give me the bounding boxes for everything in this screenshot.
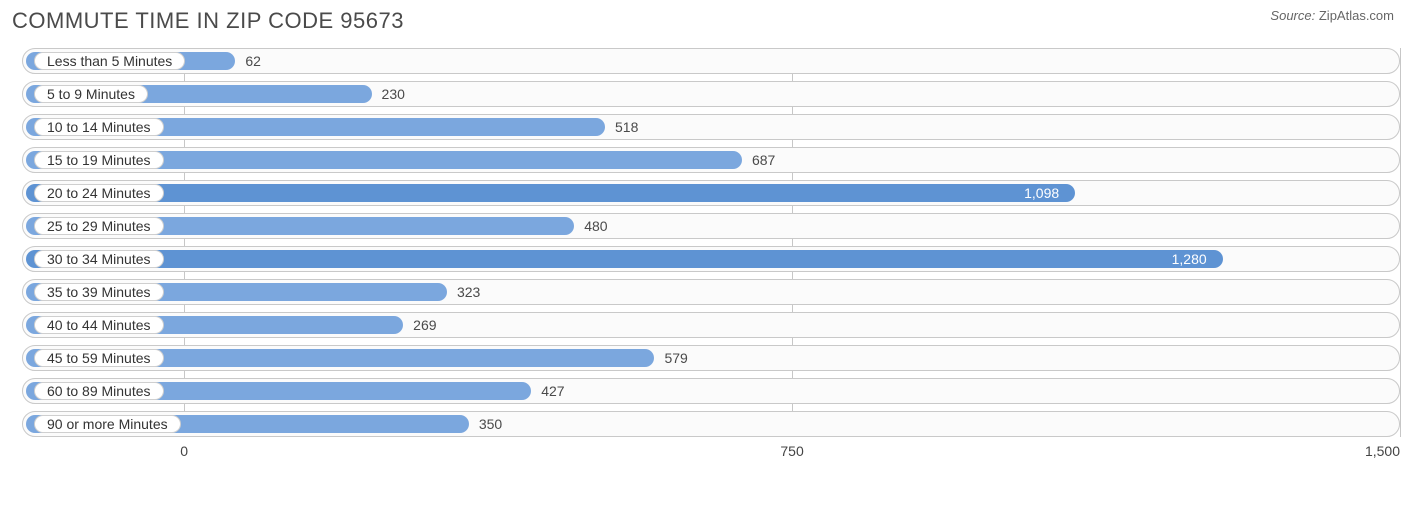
- bar-track: 25 to 29 Minutes 480: [22, 213, 1400, 239]
- value-label: 579: [664, 346, 687, 370]
- axis-tick-label: 0: [180, 443, 188, 459]
- bar-track: 10 to 14 Minutes 518: [22, 114, 1400, 140]
- value-label: 230: [382, 82, 405, 106]
- category-pill: 5 to 9 Minutes: [34, 85, 148, 103]
- bar-track: 15 to 19 Minutes 687: [22, 147, 1400, 173]
- commute-time-chart: Less than 5 Minutes 62 5 to 9 Minutes 230 10…: [12, 48, 1394, 463]
- bar-track: 20 to 24 Minutes 1,098: [22, 180, 1400, 206]
- axis-tick-label: 1,500: [1365, 443, 1400, 459]
- category-pill: 40 to 44 Minutes: [34, 316, 164, 334]
- value-label: 518: [615, 115, 638, 139]
- value-label: 480: [584, 214, 607, 238]
- category-pill: 25 to 29 Minutes: [34, 217, 164, 235]
- bar-track: Less than 5 Minutes 62: [22, 48, 1400, 74]
- bar-rows: Less than 5 Minutes 62 5 to 9 Minutes 230 10…: [22, 48, 1400, 437]
- value-label: 323: [457, 280, 480, 304]
- value-label: 687: [752, 148, 775, 172]
- value-label: 269: [413, 313, 436, 337]
- bar: [26, 184, 1075, 202]
- bar-track: 45 to 59 Minutes 579: [22, 345, 1400, 371]
- bar-track: 30 to 34 Minutes 1,280: [22, 246, 1400, 272]
- value-label: 1,280: [1172, 247, 1207, 271]
- category-pill: 20 to 24 Minutes: [34, 184, 164, 202]
- category-pill: 35 to 39 Minutes: [34, 283, 164, 301]
- axis-tick-label: 750: [780, 443, 803, 459]
- bar-track: 35 to 39 Minutes 323: [22, 279, 1400, 305]
- grid-line: [1400, 48, 1401, 437]
- chart-title: COMMUTE TIME IN ZIP CODE 95673: [12, 8, 404, 34]
- source-name: ZipAtlas.com: [1319, 8, 1394, 23]
- bar-track: 40 to 44 Minutes 269: [22, 312, 1400, 338]
- value-label: 62: [245, 49, 261, 73]
- value-label: 1,098: [1024, 181, 1059, 205]
- source-label: Source:: [1270, 8, 1315, 23]
- category-pill: 45 to 59 Minutes: [34, 349, 164, 367]
- bar: [26, 250, 1223, 268]
- category-pill: 60 to 89 Minutes: [34, 382, 164, 400]
- bar-track: 5 to 9 Minutes 230: [22, 81, 1400, 107]
- category-pill: 10 to 14 Minutes: [34, 118, 164, 136]
- category-pill: 15 to 19 Minutes: [34, 151, 164, 169]
- plot-area: Less than 5 Minutes 62 5 to 9 Minutes 230 10…: [22, 48, 1400, 463]
- value-label: 427: [541, 379, 564, 403]
- category-pill: 90 or more Minutes: [34, 415, 181, 433]
- category-pill: 30 to 34 Minutes: [34, 250, 164, 268]
- chart-header: COMMUTE TIME IN ZIP CODE 95673 Source: Z…: [12, 8, 1394, 34]
- x-axis: 0 750 1,500: [22, 441, 1400, 463]
- category-pill: Less than 5 Minutes: [34, 52, 185, 70]
- value-label: 350: [479, 412, 502, 436]
- bar-track: 90 or more Minutes 350: [22, 411, 1400, 437]
- bar-track: 60 to 89 Minutes 427: [22, 378, 1400, 404]
- chart-source: Source: ZipAtlas.com: [1270, 8, 1394, 23]
